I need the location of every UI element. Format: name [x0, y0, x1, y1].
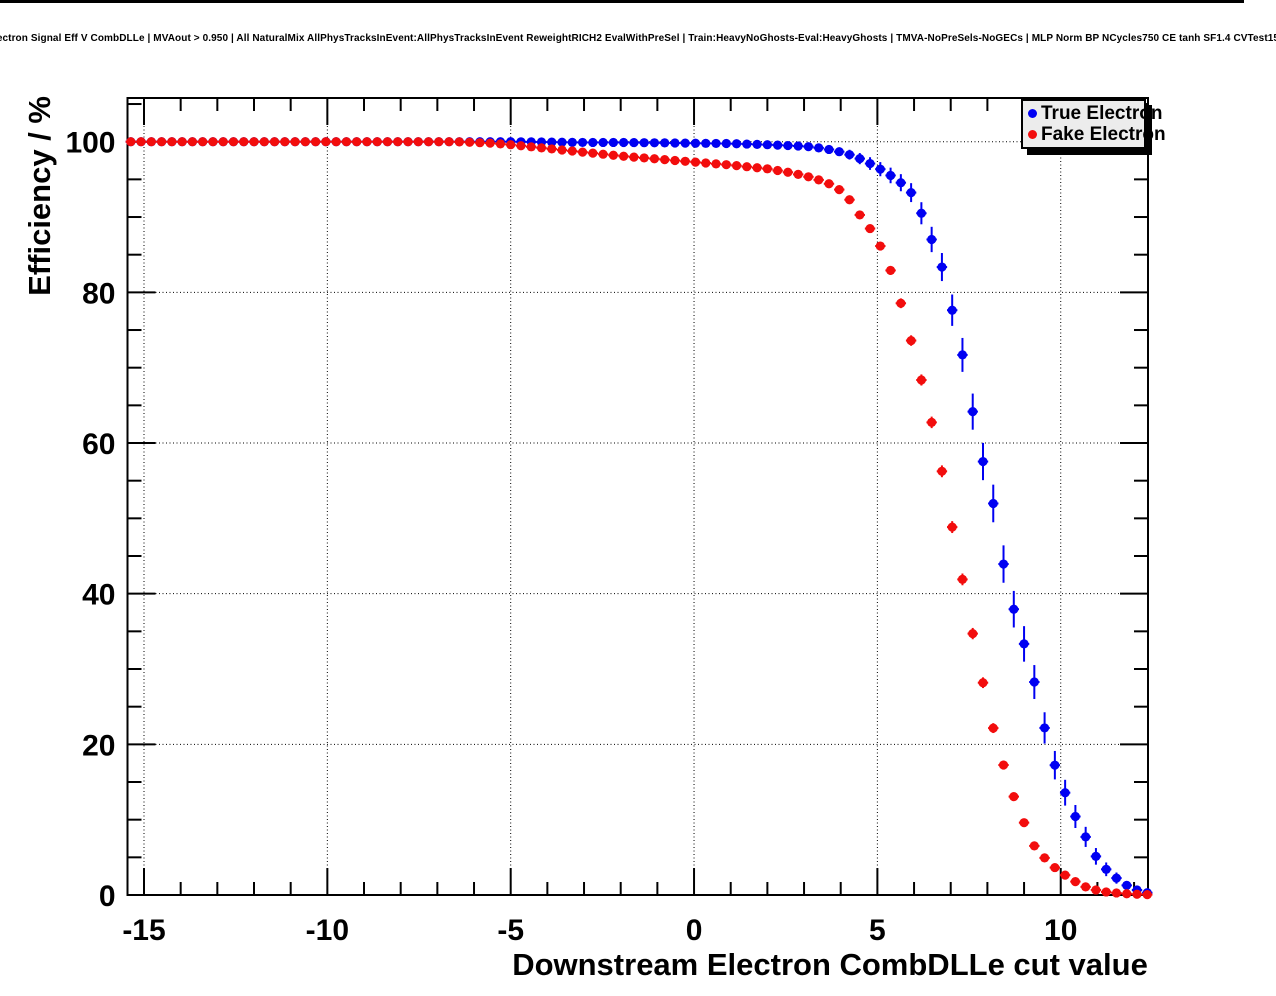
legend-label-true-electron: True Electron — [1041, 102, 1163, 124]
axis-ticks — [127, 98, 1148, 895]
series-fake-electron — [125, 137, 1153, 900]
svg-text:100: 100 — [65, 127, 115, 160]
svg-text:80: 80 — [82, 277, 115, 310]
svg-text:-5: -5 — [497, 914, 524, 947]
x-axis-title: Downstream Electron CombDLLe cut value — [512, 947, 1148, 982]
x-tick-labels: -15 -10 -5 0 5 10 — [122, 914, 1077, 947]
svg-text:5: 5 — [869, 914, 886, 947]
legend-entry-true-electron: True Electron — [1028, 104, 1162, 123]
window-top-border — [0, 0, 1244, 3]
y-axis-title: Efficiency / % — [22, 96, 57, 296]
legend: True Electron Fake Electron — [1021, 99, 1166, 149]
plot-frame — [126, 97, 1149, 896]
svg-text:40: 40 — [82, 579, 115, 612]
svg-text:-15: -15 — [122, 914, 165, 947]
svg-text:20: 20 — [82, 729, 115, 762]
svg-text:0: 0 — [99, 880, 116, 913]
series-true-electron — [125, 137, 1153, 898]
svg-text:0: 0 — [686, 914, 703, 947]
svg-text:10: 10 — [1044, 914, 1077, 947]
legend-entry-fake-electron: Fake Electron — [1028, 125, 1166, 144]
svg-text:-10: -10 — [306, 914, 349, 947]
gridlines — [127, 98, 1148, 895]
y-tick-labels: 0 20 40 60 80 100 — [65, 127, 115, 913]
plot-title: Downstream Electron Signal Eff V CombDLL… — [0, 33, 1276, 44]
legend-marker-true-electron-icon — [1028, 108, 1037, 118]
legend-label-fake-electron: Fake Electron — [1041, 124, 1166, 146]
legend-marker-fake-electron-icon — [1028, 130, 1037, 140]
svg-text:60: 60 — [82, 428, 115, 461]
